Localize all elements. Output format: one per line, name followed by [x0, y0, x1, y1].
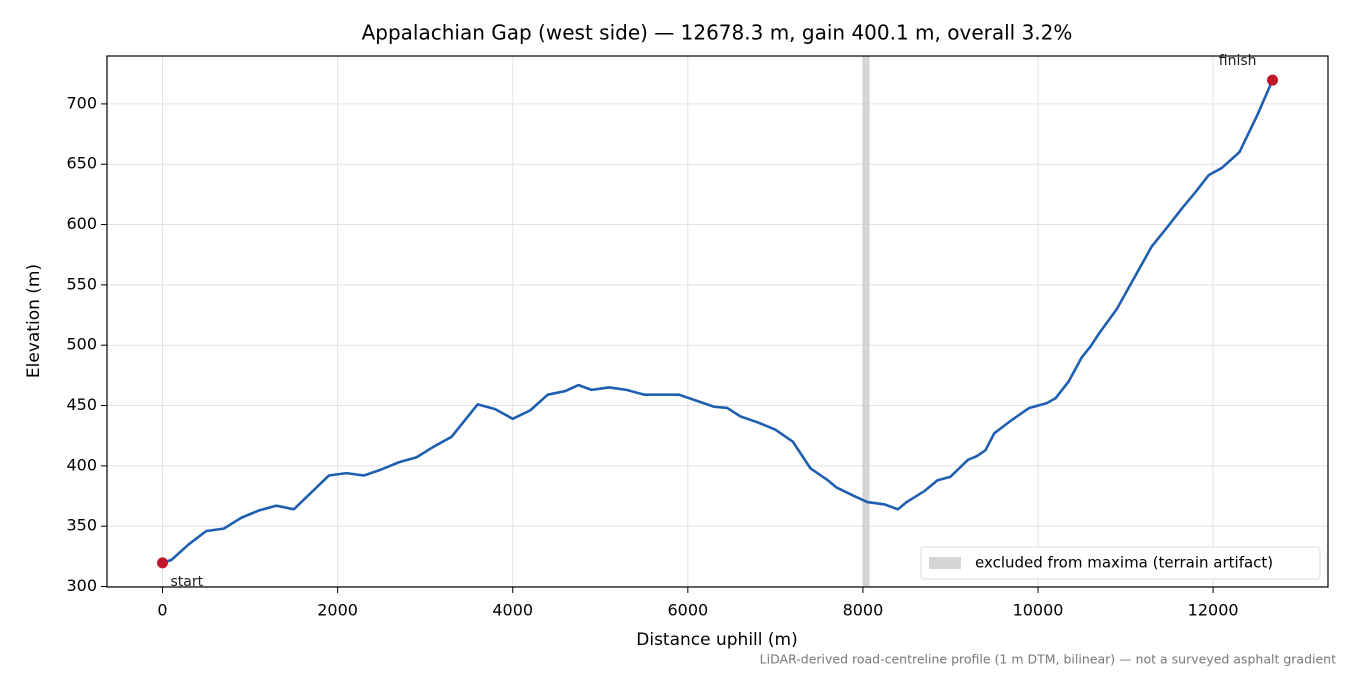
y-tick-label: 450 — [66, 395, 97, 414]
x-tick-label: 4000 — [492, 601, 533, 620]
legend-label: excluded from maxima (terrain artifact) — [975, 554, 1273, 572]
x-tick-label: 6000 — [667, 601, 708, 620]
point-label: finish — [1219, 53, 1257, 69]
x-tick-label: 0 — [157, 601, 167, 620]
y-tick-label: 700 — [66, 93, 97, 112]
y-tick-label: 600 — [66, 214, 97, 233]
chart-title: Appalachian Gap (west side) — 12678.3 m,… — [362, 21, 1073, 45]
y-axis-label: Elevation (m) — [24, 264, 44, 378]
axes-frame — [106, 55, 1329, 588]
x-tick-label: 12000 — [1188, 601, 1239, 620]
point-marker — [1267, 74, 1279, 86]
legend-box — [920, 546, 1321, 580]
x-tick-label: 8000 — [843, 601, 884, 620]
y-tick-label: 300 — [66, 576, 97, 595]
y-tick-label: 550 — [66, 274, 97, 293]
point-label: start — [171, 574, 204, 590]
x-tick-label: 10000 — [1013, 601, 1064, 620]
legend-swatch — [929, 557, 961, 569]
x-axis-label: Distance uphill (m) — [636, 630, 797, 650]
y-tick-label: 400 — [66, 455, 97, 474]
excluded-band — [862, 56, 870, 587]
x-tick-label: 2000 — [317, 601, 358, 620]
point-marker — [157, 557, 169, 569]
y-tick-label: 350 — [66, 516, 97, 535]
line — [162, 79, 1274, 565]
y-tick-label: 650 — [66, 154, 97, 173]
y-tick-label: 500 — [66, 335, 97, 354]
footnote: LiDAR-derived road-centreline profile (1… — [760, 652, 1336, 667]
